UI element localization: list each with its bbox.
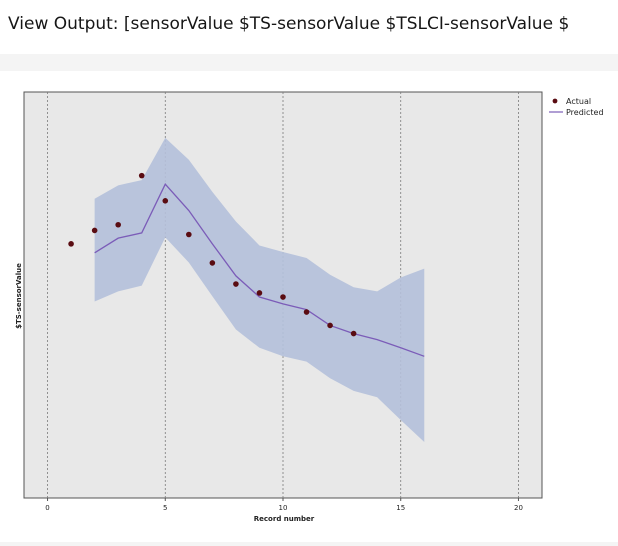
legend-predicted-label: Predicted bbox=[566, 108, 604, 117]
actual-point bbox=[303, 309, 310, 315]
actual-point bbox=[209, 260, 216, 266]
legend-actual-label: Actual bbox=[566, 97, 591, 106]
x-tick-label: 5 bbox=[163, 504, 167, 512]
x-tick-label: 20 bbox=[514, 504, 523, 512]
actual-point bbox=[186, 231, 192, 238]
legend-actual-marker bbox=[552, 98, 558, 104]
actual-point bbox=[327, 322, 333, 329]
actual-point bbox=[138, 172, 145, 179]
x-axis-label: Record number bbox=[254, 515, 315, 523]
predicted-line bbox=[94, 183, 425, 357]
predicted-line-layer bbox=[94, 183, 425, 357]
actual-point bbox=[68, 241, 74, 247]
actual-point bbox=[233, 281, 239, 287]
chart-area: 0 5 10 15 20 Record number $TS-sensorValue A… bbox=[0, 71, 618, 542]
x-tick-label: 0 bbox=[45, 504, 49, 512]
actual-point bbox=[256, 290, 263, 296]
actual-point bbox=[91, 227, 98, 234]
window-title: View Output: [sensorValue $TS-sensorValu… bbox=[8, 14, 570, 34]
x-tick-label: 15 bbox=[396, 504, 405, 512]
confidence-band-layer bbox=[94, 137, 425, 442]
y-axis-label: $TS-sensorValue bbox=[15, 263, 23, 329]
x-tick-label: 10 bbox=[279, 504, 288, 512]
legend: Actual Predicted bbox=[549, 97, 604, 117]
window-title-bar: View Output: [sensorValue $TS-sensorValu… bbox=[0, 0, 618, 52]
confidence-band bbox=[94, 137, 425, 442]
actual-point bbox=[115, 221, 121, 228]
x-axis: 0 5 10 15 20 bbox=[45, 498, 523, 512]
bottom-strip bbox=[0, 542, 618, 546]
toolbar-strip bbox=[0, 54, 618, 71]
chart-svg: 0 5 10 15 20 Record number $TS-sensorValue A… bbox=[15, 91, 604, 523]
actual-point bbox=[280, 294, 286, 300]
actual-point bbox=[162, 198, 169, 204]
actual-point bbox=[350, 330, 357, 337]
actual-points-layer bbox=[68, 172, 357, 337]
